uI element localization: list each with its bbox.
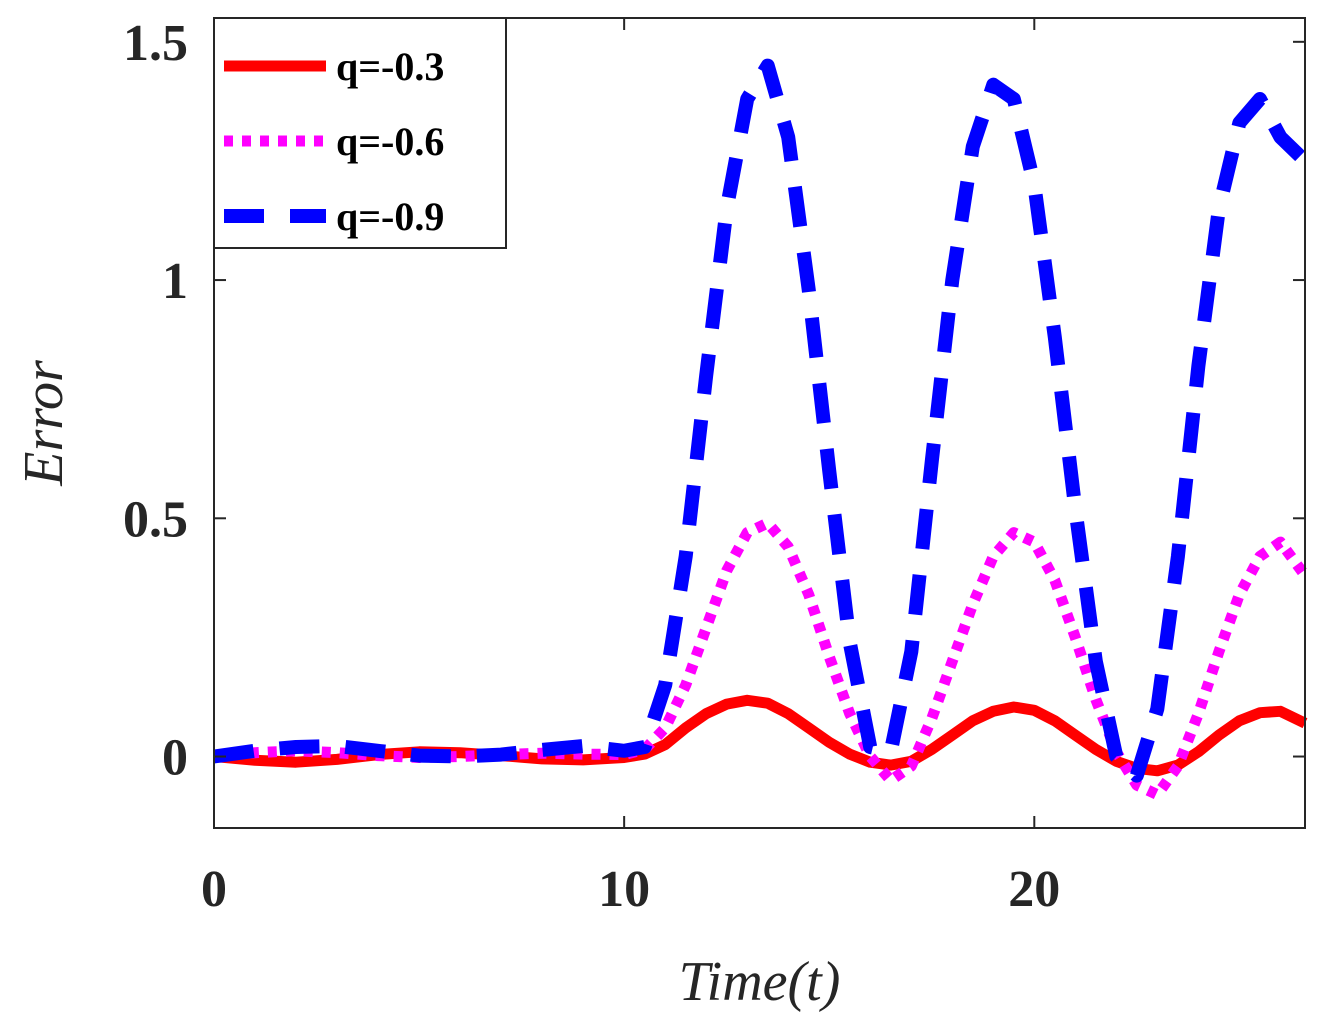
y-tick-label: 1 xyxy=(162,253,188,310)
legend: q=-0.3 q=-0.6 q=-0.9 xyxy=(213,17,507,249)
legend-label: q=-0.9 xyxy=(336,194,444,239)
x-tick-label: 0 xyxy=(201,861,227,918)
x-tick-label: 20 xyxy=(1008,861,1060,918)
x-axis-title: Time(t) xyxy=(679,951,841,1013)
series-layer xyxy=(213,58,1310,801)
y-tick-label: 0.5 xyxy=(123,491,188,548)
series-line-q09 xyxy=(213,58,1310,783)
y-tick-label: 1.5 xyxy=(123,15,188,72)
y-tick-label: 0 xyxy=(162,730,188,787)
axes-box xyxy=(213,17,1306,829)
legend-label: q=-0.6 xyxy=(336,119,444,164)
x-tick-label: 10 xyxy=(598,861,650,918)
y-axis-title: Error xyxy=(13,360,75,487)
legend-label: q=-0.3 xyxy=(336,44,444,89)
axes-layer: 0 10 20 0 0.5 1 1.5 Time(t) Error xyxy=(13,15,1306,1013)
